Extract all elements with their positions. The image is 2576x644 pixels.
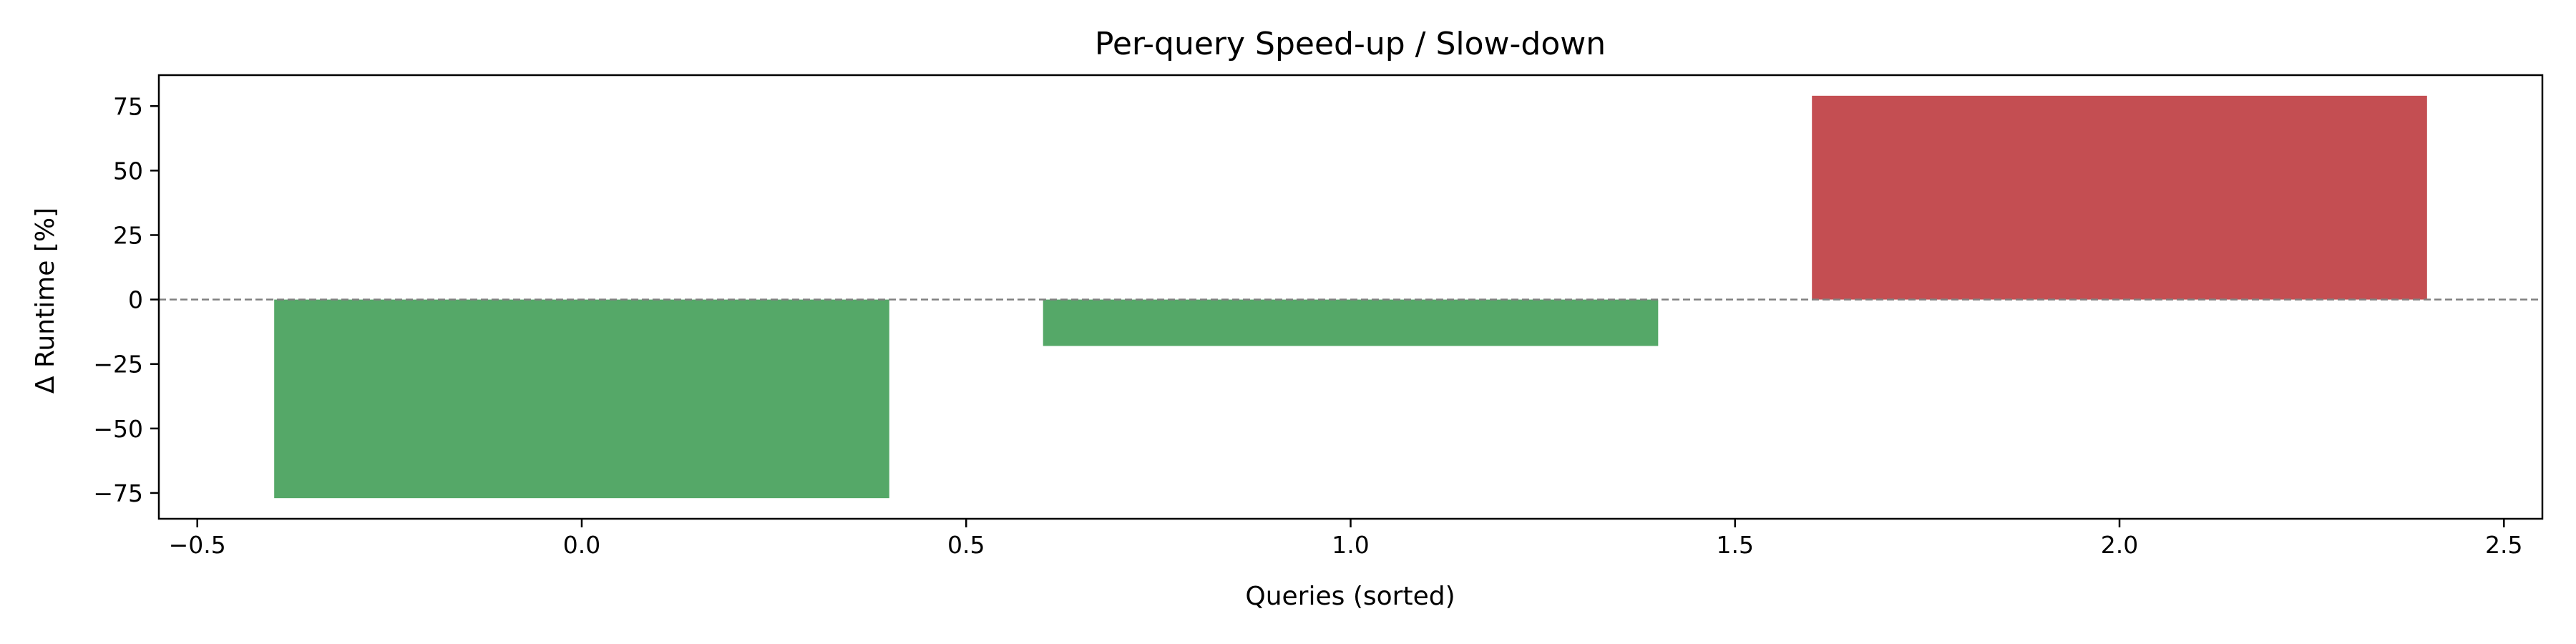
y-tick-label: −75: [93, 479, 143, 507]
chart-title: Per-query Speed-up / Slow-down: [1095, 26, 1606, 62]
bar: [1812, 95, 2427, 300]
x-tick-label: −0.5: [169, 531, 226, 559]
y-axis-label: Δ Runtime [%]: [31, 208, 60, 394]
y-tick-label: −25: [93, 351, 143, 379]
y-tick-label: −50: [93, 415, 143, 443]
x-tick-label: 2.0: [2101, 531, 2138, 559]
bar: [274, 299, 889, 499]
bar: [1043, 299, 1659, 346]
y-tick-label: 0: [128, 286, 143, 314]
x-tick-label: 0.5: [947, 531, 985, 559]
plot-area: −0.5 0.0 0.5 1.0 1.5 2.0 2.5 75 50 25 0 −25 −50 −75: [93, 74, 2544, 559]
y-tick-label: 75: [113, 92, 143, 120]
x-tick-label: 1.5: [1717, 531, 1754, 559]
y-tick-label: 50: [113, 157, 143, 185]
x-tick-label: 0.0: [563, 531, 600, 559]
x-tick-label: 1.0: [1332, 531, 1369, 559]
x-axis-label: Queries (sorted): [1245, 582, 1455, 611]
x-tick-label: 2.5: [2485, 531, 2522, 559]
y-tick-label: 25: [113, 221, 143, 249]
